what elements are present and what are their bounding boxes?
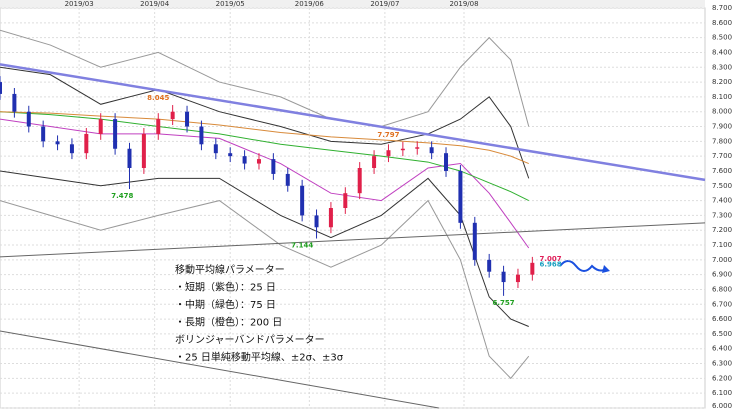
candle-body <box>372 156 377 168</box>
candle-body <box>0 82 2 94</box>
candle-body <box>69 144 74 154</box>
candle-body <box>429 147 434 154</box>
y-tick-label: 7.300 <box>712 211 732 219</box>
y-tick-label: 6.200 <box>712 374 732 382</box>
candle-body <box>386 150 391 157</box>
price-annotation: 7.797 <box>377 131 399 139</box>
candle-body <box>328 208 333 228</box>
candle-body <box>170 111 175 120</box>
candle-body <box>113 119 118 149</box>
candle-body <box>515 274 520 283</box>
line-series <box>0 66 530 179</box>
forecast-arrow-head <box>602 265 610 273</box>
price-annotation: 7.478 <box>111 192 133 200</box>
y-tick-label: 8.700 <box>712 4 732 12</box>
line-series <box>0 170 529 327</box>
candle-body <box>55 141 60 145</box>
x-tick-label: 2019/03 <box>65 0 94 8</box>
candle-body <box>98 119 103 134</box>
y-tick-label: 8.300 <box>712 63 732 71</box>
y-tick-label: 8.200 <box>712 78 732 86</box>
note-text: ・短期（紫色）：25 日 <box>175 281 276 294</box>
y-tick-label: 7.600 <box>712 167 732 175</box>
y-tick-label: 6.900 <box>712 271 732 279</box>
line-series <box>0 222 706 258</box>
y-tick-label: 8.500 <box>712 34 732 42</box>
y-tick-label: 7.000 <box>712 256 732 264</box>
candle-body <box>185 111 190 127</box>
y-tick-label: 7.100 <box>712 241 732 249</box>
candle-body <box>127 148 132 168</box>
y-tick-label: 6.600 <box>712 315 732 323</box>
y-tick-label: 7.800 <box>712 137 732 145</box>
note-text: ・25 日単純移動平均線、±2σ、±3σ <box>175 351 344 364</box>
y-tick-label: 6.100 <box>712 389 732 397</box>
candle-body <box>141 133 146 168</box>
candle-body <box>228 153 233 157</box>
candle-body <box>530 262 535 275</box>
line-series <box>0 63 706 182</box>
y-tick-label: 6.300 <box>712 360 732 368</box>
y-tick-label: 7.500 <box>712 182 732 190</box>
y-tick-label: 7.400 <box>712 197 732 205</box>
y-tick-label: 8.000 <box>712 108 732 116</box>
note-text: ボリンジャーバンドパラメーター <box>175 334 325 346</box>
note-text: 移動平均線パラメーター <box>175 263 285 276</box>
forecast-arrow <box>559 260 605 272</box>
candle-body <box>26 111 31 127</box>
candle-body <box>444 153 449 171</box>
candle-body <box>242 156 247 164</box>
candle-body <box>300 185 305 216</box>
y-tick-label: 6.500 <box>712 330 732 338</box>
x-axis-band <box>0 0 705 8</box>
candle-body <box>213 144 218 154</box>
candle-body <box>501 271 506 283</box>
line-series <box>0 330 439 409</box>
candle-body <box>271 159 276 174</box>
y-tick-label: 6.700 <box>712 300 732 308</box>
y-tick-label: 6.800 <box>712 285 732 293</box>
candle-body <box>343 193 348 208</box>
y-tick-label: 7.900 <box>712 123 732 131</box>
price-annotation: 6.757 <box>492 299 514 307</box>
candle-body <box>84 133 89 154</box>
candle-body <box>41 126 46 142</box>
x-tick-label: 2019/04 <box>140 0 170 8</box>
price-annotation: 8.045 <box>147 94 169 102</box>
y-tick-label: 8.400 <box>712 48 732 56</box>
x-tick-label: 2019/08 <box>449 0 478 8</box>
candle-body <box>400 148 405 151</box>
x-tick-label: 2019/07 <box>370 0 399 8</box>
y-tick-label: 7.700 <box>712 152 732 160</box>
candle-body <box>458 170 463 223</box>
candle-body <box>285 173 290 186</box>
candle-body <box>415 147 420 149</box>
candle-body <box>12 93 17 112</box>
y-tick-label: 6.000 <box>712 402 732 410</box>
candle-body <box>156 119 161 134</box>
price-annotation: 7.007 <box>540 255 562 263</box>
candle-body <box>256 159 261 164</box>
x-tick-label: 2019/05 <box>216 0 245 8</box>
candle-body <box>487 259 492 272</box>
y-tick-label: 6.400 <box>712 345 732 353</box>
note-text: ・長期（橙色）：200 日 <box>175 316 282 329</box>
y-tick-label: 8.600 <box>712 19 732 27</box>
price-annotation: 7.144 <box>291 242 313 250</box>
note-text: ・中期（緑色）：75 日 <box>175 298 276 311</box>
price-annotation: 6.968 <box>540 261 562 269</box>
x-tick-label: 2019/06 <box>295 0 325 8</box>
candle-body <box>199 126 204 145</box>
candle-body <box>472 222 477 260</box>
y-tick-label: 8.100 <box>712 93 732 101</box>
y-tick-label: 7.200 <box>712 226 732 234</box>
candle-body <box>314 215 319 228</box>
line-series <box>0 199 530 380</box>
candle-body <box>357 168 362 194</box>
